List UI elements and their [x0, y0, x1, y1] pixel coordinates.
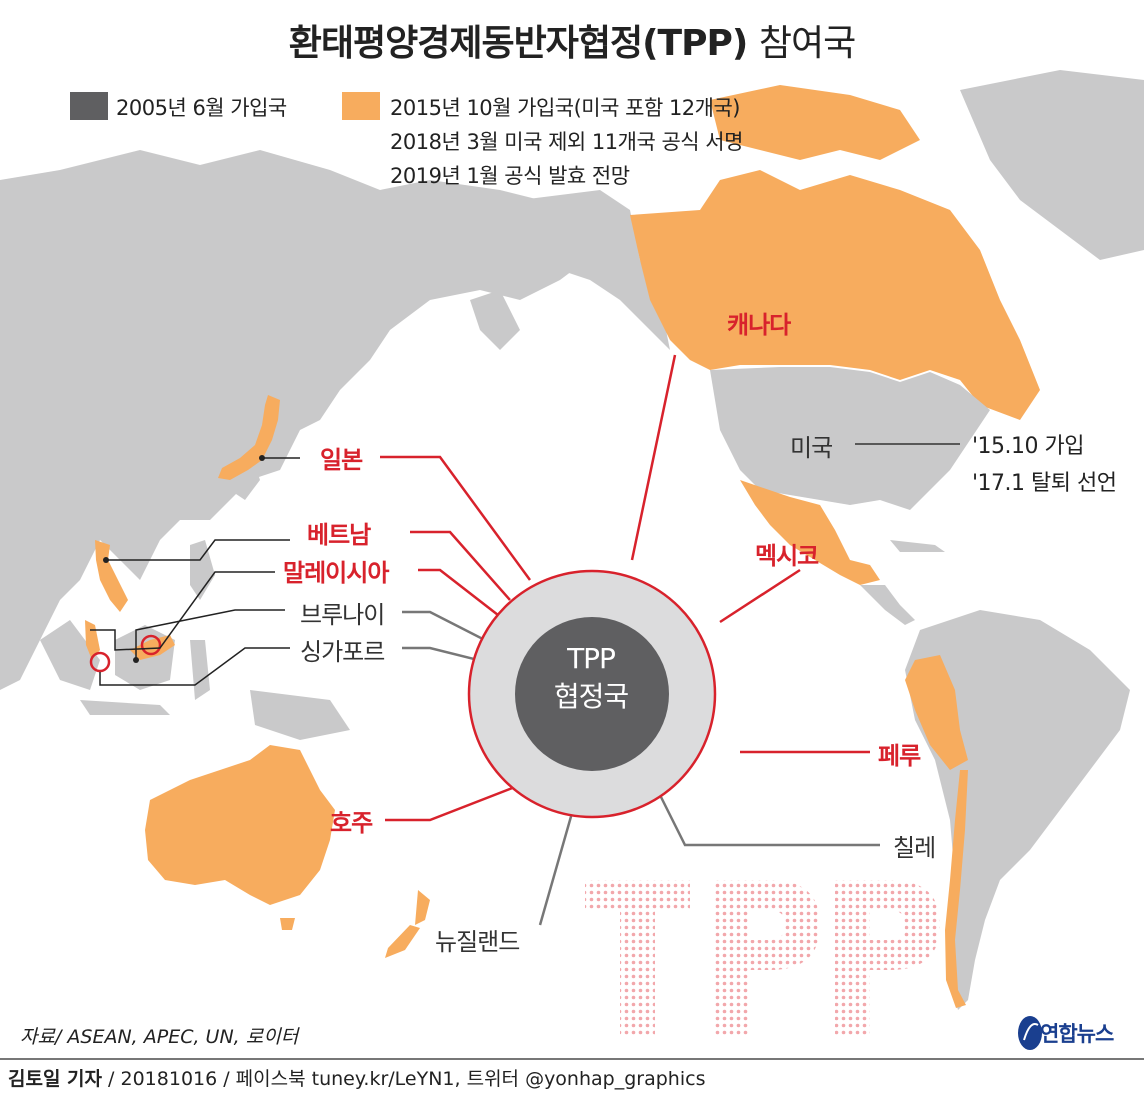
usa-note-1: '15.10 가입: [972, 434, 1085, 459]
central-america: [860, 585, 915, 625]
new-zealand-north: [415, 890, 430, 925]
mexico: [740, 480, 880, 585]
label-japan: 일본: [320, 446, 363, 474]
alaska: [520, 190, 670, 350]
line-mexico: [719, 568, 801, 624]
usa-note-2: '17.1 탈퇴 선언: [972, 471, 1117, 496]
legend-gray-swatch: [70, 92, 108, 120]
center-label-line2: 협정국: [553, 680, 629, 713]
line-vietnam-red: [410, 530, 511, 601]
line-australia: [385, 785, 516, 822]
footer: 김토일 기자 / 20181016 / 페이스북 tuney.kr/LeYN1,…: [0, 1058, 1144, 1096]
footer-rest: / 20181016 / 페이스북 tuney.kr/LeYN1, 트위터 @y…: [102, 1068, 706, 1090]
label-peru: 페루: [878, 742, 921, 770]
usa: [710, 367, 990, 510]
canada-islands: [710, 85, 920, 160]
canada: [630, 170, 1040, 420]
center-label-line1: TPP: [567, 642, 616, 675]
south-america: [905, 610, 1130, 1010]
legend-gray-label: 2005년 6월 가입국: [116, 96, 287, 120]
line-malaysia-red: [418, 568, 499, 616]
malaysia-peninsula: [85, 620, 100, 660]
label-usa: 미국: [790, 434, 833, 462]
footer-author: 김토일 기자: [8, 1068, 103, 1090]
cuba: [890, 540, 945, 552]
line-singapore: [99, 647, 290, 686]
label-mexico: 멕시코: [755, 542, 819, 570]
japan: [218, 395, 280, 480]
logo-text: 연합뉴스: [1040, 1022, 1114, 1046]
vietnam: [95, 540, 128, 612]
label-newzealand: 뉴질랜드: [435, 928, 520, 956]
malaysia-borneo: [130, 635, 175, 660]
asia-landmass: [0, 150, 630, 690]
label-chile: 칠레: [893, 834, 936, 862]
page-title: 환태평양경제동반자협정(TPP) 참여국: [0, 14, 1144, 66]
java: [80, 700, 170, 715]
kamchatka: [470, 290, 520, 350]
legend-orange-line-3: 2019년 1월 공식 발효 전망: [390, 164, 630, 188]
label-malaysia: 말레이시아: [283, 559, 389, 587]
line-vietnam: [106, 539, 290, 561]
legend-orange-swatch: [342, 92, 380, 120]
legend-orange-line-1: 2015년 10월 가입국(미국 포함 12개국): [390, 96, 741, 120]
label-brunei: 브루나이: [300, 601, 385, 629]
label-singapore: 싱가포르: [300, 638, 385, 666]
peru: [905, 655, 968, 770]
line-chile: [648, 774, 880, 847]
philippines: [190, 540, 215, 600]
tpp-watermark: [585, 880, 940, 1035]
australia: [145, 745, 335, 905]
label-canada: 캐나다: [727, 311, 791, 339]
new-zealand-south: [385, 925, 420, 958]
line-malaysia: [90, 571, 275, 651]
legend-orange-line-2: 2018년 3월 미국 제외 11개국 공식 서명: [390, 130, 743, 154]
center-label: TPP 협정국: [516, 640, 666, 716]
sulawesi: [190, 640, 210, 700]
center-ring-inner: [515, 617, 669, 771]
greenland: [960, 70, 1144, 260]
label-australia: 호주: [330, 809, 373, 837]
chile: [945, 770, 968, 1008]
label-vietnam: 베트남: [307, 521, 371, 549]
brunei-marker: [140, 634, 162, 656]
singapore-marker: [89, 651, 111, 673]
line-brunei: [135, 609, 285, 660]
line-canada: [630, 354, 677, 561]
tasmania: [280, 918, 295, 930]
title-main: 환태평양경제동반자협정(TPP): [288, 23, 749, 64]
sumatra: [40, 620, 100, 690]
source-credit: 자료/ ASEAN, APEC, UN, 로이터: [20, 1026, 299, 1048]
new-guinea: [250, 690, 350, 740]
title-suffix: 참여국: [758, 23, 856, 64]
line-japan-red: [380, 455, 532, 581]
yonhap-logo: [1018, 1016, 1042, 1050]
